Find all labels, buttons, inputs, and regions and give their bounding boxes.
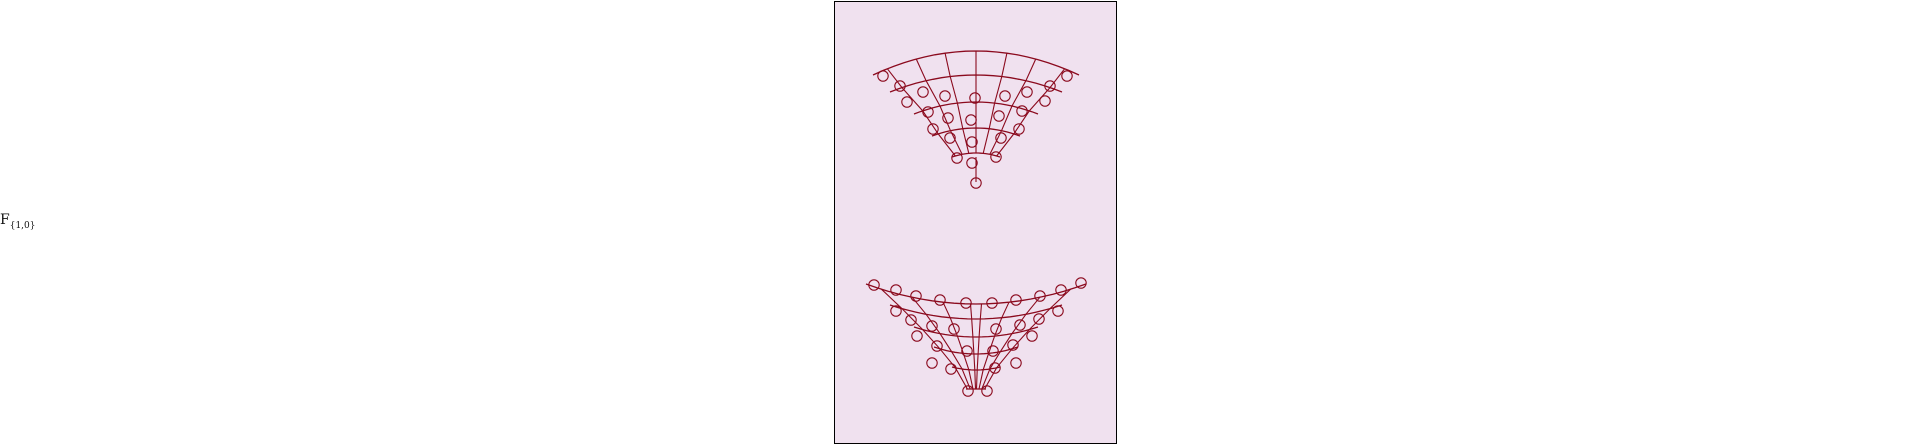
mesh-bottom-node [1075,277,1087,289]
mesh-bottom-spoke [942,301,974,390]
mesh-bottom-node [961,345,973,357]
mesh-bottom-row [951,366,1001,371]
mesh-bottom-node [910,290,922,302]
mesh-bottom-row [913,326,1039,338]
mesh-bottom-node [981,385,993,397]
mesh-top-node [969,92,981,104]
mesh-top-node [944,132,956,144]
mesh-bottom-node [934,294,946,306]
mesh-top-node [965,114,977,126]
mesh-top-node [1016,105,1028,117]
mesh-bottom-node [890,284,902,296]
mesh-top-spoke [982,53,1008,154]
mesh-top-node [995,132,1007,144]
mesh-bottom-node [931,340,943,352]
mesh-top-node [951,152,963,164]
mesh-bottom-node [926,320,938,332]
mesh-top-node [894,80,906,92]
mesh-bottom-node [890,305,902,317]
mesh-top-node [877,70,889,82]
mesh-top [872,50,1080,189]
mesh-bottom-node [926,357,938,369]
mesh-top-node [990,151,1002,163]
mesh-bottom-node [1052,305,1064,317]
mesh-top-node [942,112,954,124]
mesh-top-node [1021,86,1033,98]
mesh-bottom-node [1033,313,1045,325]
mesh-bottom-node [962,385,974,397]
mesh-top-node [1039,95,1051,107]
mesh-bottom-node [1026,330,1038,342]
mesh-bottom-node [905,314,917,326]
mesh-bottom-node [868,279,880,291]
mesh-bottom-node [1007,339,1019,351]
mesh-bottom-row [865,283,1087,305]
mesh-bottom-spoke [978,301,1010,390]
mesh-top-spoke [989,58,1037,155]
diagram-label: F{1,0} [0,212,35,231]
mesh-top-spoke [944,53,970,154]
diagram-label-subscript: {1,0} [9,220,36,231]
mesh-bottom [865,277,1087,397]
mesh-bottom-spoke [981,296,1041,390]
mesh-bottom-node [945,363,957,375]
mesh-top-spoke [996,68,1066,157]
diagram-panel [834,1,1117,444]
mesh-bottom-spoke [911,296,971,390]
mesh-bottom-spoke [881,288,968,390]
mesh-bottom-node [1014,319,1026,331]
mesh-top-node [917,86,929,98]
diagram-canvas [865,50,1087,397]
mesh-bottom-node [986,297,998,309]
mesh-bottom-node [911,330,923,342]
mesh-bottom-node [990,323,1002,335]
mesh-top-node [966,157,978,169]
mesh-bottom-row [889,304,1063,320]
mesh-top-node [922,106,934,118]
mesh-bottom-spoke [969,303,977,390]
mesh-top-node [999,90,1011,102]
mesh-bottom-node [1055,284,1067,296]
mesh-bottom-spoke [975,303,983,390]
mesh-top-node [939,90,951,102]
mesh-bottom-node [1010,294,1022,306]
mesh-top-node [1061,70,1073,82]
mesh-top-node [966,136,978,148]
mesh-top-node [970,177,982,189]
mesh-top-node [993,110,1005,122]
mesh-top-node [927,123,939,135]
mesh-top-node [1013,123,1025,135]
mesh-bottom-node [948,323,960,335]
mesh-top-node [1044,80,1056,92]
mesh-bottom-node [1034,290,1046,302]
mesh-bottom-row [933,346,1019,355]
mesh-bottom-node [989,362,1001,374]
mesh-top-node [901,96,913,108]
mesh-top-spoke [915,58,963,155]
mesh-bottom-node [987,345,999,357]
mesh-bottom-node [960,297,972,309]
mesh-bottom-node [1010,357,1022,369]
diagram-label-main: F [0,212,10,228]
mesh-bottom-spoke [984,288,1071,390]
